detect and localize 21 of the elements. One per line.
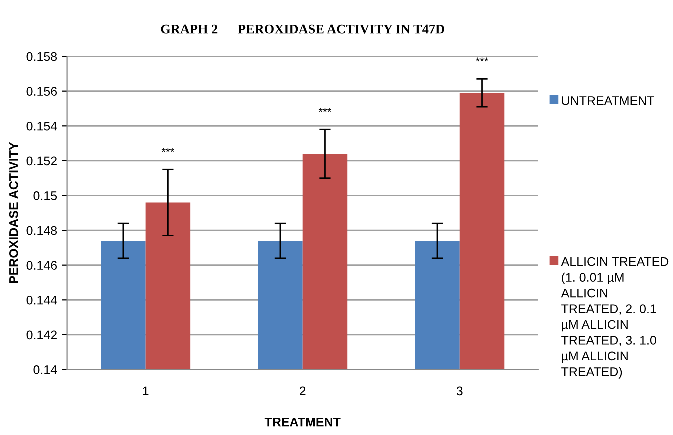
y-tick-label: 0.148 [26, 226, 58, 236]
annotation: *** [476, 58, 489, 62]
x-tick-label: 1 [143, 386, 149, 396]
y-tick-label: 0.154 [26, 122, 58, 131]
annotation: *** [162, 148, 175, 152]
y-tick-label: 0.144 [26, 296, 58, 305]
y-tick-label: 0.158 [26, 52, 58, 62]
legend-label: UNTREATMENT [562, 96, 655, 106]
x-tick-label: 3 [456, 386, 463, 396]
chart-title: GRAPH 2 PEROXIDASE ACTIVITY IN T47D [161, 24, 444, 34]
annotation: *** [318, 108, 332, 112]
y-tick-label: 0.15 [34, 192, 58, 200]
legend-label: ALLICIN TREATED (1. 0.01 µM ALLICIN TREATED, 2. 0.1 µM ALLICIN TREATED, 3. 1.0 µM ALLICIN TREATED) [561, 257, 669, 379]
y-tick-label: 0.146 [26, 261, 58, 270]
x-tick-label: 2 [300, 386, 306, 396]
y-tick-label: 0.142 [26, 330, 57, 340]
y-axis-title: PEROXIDASE ACTIVITY [9, 142, 18, 284]
x-axis-title: TREATMENT [264, 418, 341, 427]
y-tick-label: 0.152 [26, 156, 57, 166]
y-tick-label: 0.14 [34, 366, 58, 374]
y-tick-label: 0.156 [26, 87, 58, 96]
